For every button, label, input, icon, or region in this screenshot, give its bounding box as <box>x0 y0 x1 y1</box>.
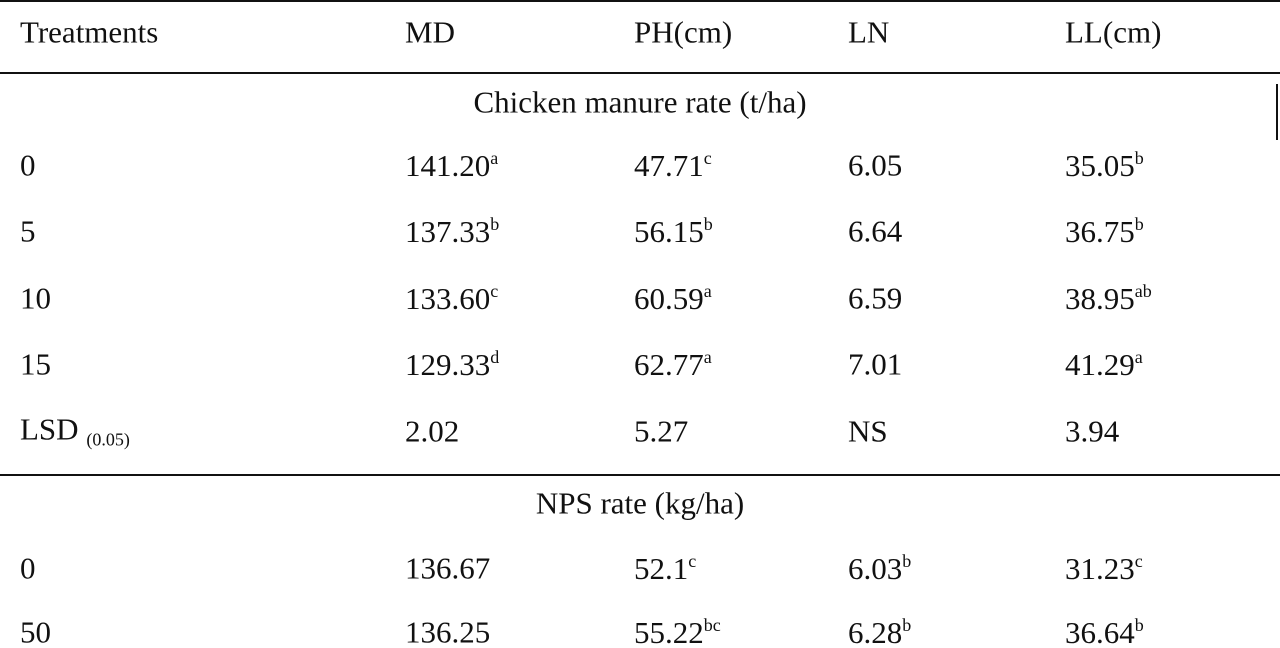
cell-text: 129.33 <box>405 347 491 382</box>
section-rule <box>0 474 1280 476</box>
cell-text: 31.23 <box>1065 551 1135 586</box>
table-cell: 50 <box>20 614 51 648</box>
table-cell: 56.15b <box>634 215 713 247</box>
table-cell: 5 <box>20 213 36 249</box>
edge-line <box>1276 84 1278 140</box>
table-cell: 52.1c <box>634 552 696 584</box>
cell-text: 35.05 <box>1065 148 1135 183</box>
cell-text: 141.20 <box>405 148 491 183</box>
superscript: d <box>490 347 500 367</box>
superscript: b <box>902 615 912 635</box>
subscript: (0.05) <box>86 429 130 450</box>
cell-text: 137.33 <box>405 214 491 249</box>
table-cell: 15 <box>20 346 51 382</box>
table-cell: 6.05 <box>848 147 903 183</box>
table-cell: 35.05b <box>1065 149 1144 181</box>
top-rule <box>0 0 1280 2</box>
table-cell: 6.59 <box>848 280 903 316</box>
table-cell: 141.20a <box>405 149 498 181</box>
superscript: a <box>490 148 499 168</box>
table-cell: 41.29a <box>1065 348 1143 380</box>
table-cell: 10 <box>20 280 51 316</box>
superscript: bc <box>703 615 721 635</box>
cell-text: 133.60 <box>405 281 491 316</box>
column-header: LL(cm) <box>1065 14 1162 50</box>
section-title: NPS rate (kg/ha) <box>535 485 745 521</box>
cell-text: 60.59 <box>634 281 704 316</box>
cell-text: 62.77 <box>634 347 704 382</box>
table-cell: 133.60c <box>405 282 498 314</box>
table-cell: 3.94 <box>1065 413 1120 449</box>
header-rule <box>0 72 1280 74</box>
table-cell: 31.23c <box>1065 552 1143 584</box>
cell-text: 36.64 <box>1065 615 1135 648</box>
table-cell: 136.67 <box>405 550 491 586</box>
table-cell: 6.03b <box>848 552 911 584</box>
table-cell: 36.75b <box>1065 215 1144 247</box>
table-cell: LSD (0.05) <box>20 414 130 449</box>
cell-text: 52.1 <box>634 551 689 586</box>
cell-text: 6.28 <box>848 615 903 648</box>
table-cell: 129.33d <box>405 348 499 380</box>
superscript: b <box>1134 615 1144 635</box>
cell-text: 38.95 <box>1065 281 1135 316</box>
table-cell: NS <box>848 413 888 449</box>
column-header: PH(cm) <box>634 14 733 50</box>
table-cell: 136.25 <box>405 614 491 648</box>
table-cell: 5.27 <box>634 413 689 449</box>
cell-text: 41.29 <box>1065 347 1135 382</box>
superscript: c <box>688 551 697 571</box>
cell-text: 36.75 <box>1065 214 1135 249</box>
table-cell: 62.77a <box>634 348 712 380</box>
superscript: c <box>703 148 712 168</box>
table-cell: 60.59a <box>634 282 712 314</box>
table-cell: 55.22bc <box>634 616 721 648</box>
superscript: b <box>703 214 713 234</box>
column-header: LN <box>848 14 890 50</box>
table-cell: 137.33b <box>405 215 499 247</box>
table-cell: 7.01 <box>848 346 903 382</box>
superscript: ab <box>1134 281 1152 301</box>
superscript: a <box>1134 347 1143 367</box>
superscript: b <box>490 214 500 234</box>
cell-text: 56.15 <box>634 214 704 249</box>
cell-text: 6.03 <box>848 551 903 586</box>
table-cell: 6.28b <box>848 616 911 648</box>
table-cell: 0 <box>20 147 36 183</box>
cell-text: 55.22 <box>634 615 704 648</box>
table-cell: 6.64 <box>848 213 903 249</box>
cell-text: LSD <box>20 411 79 447</box>
superscript: b <box>1134 148 1144 168</box>
superscript: a <box>703 281 712 301</box>
cell-text: 47.71 <box>634 148 704 183</box>
table-cell: 0 <box>20 550 36 586</box>
table-cell: 2.02 <box>405 413 460 449</box>
section-title: Chicken manure rate (t/ha) <box>473 84 807 120</box>
table-cell: 38.95ab <box>1065 282 1152 314</box>
superscript: a <box>703 347 712 367</box>
column-header: Treatments <box>20 14 159 50</box>
superscript: c <box>1134 551 1143 571</box>
table-cell: 36.64b <box>1065 616 1144 648</box>
column-header: MD <box>405 14 455 50</box>
superscript: b <box>902 551 912 571</box>
superscript: b <box>1134 214 1144 234</box>
table-cell: 47.71c <box>634 149 712 181</box>
superscript: c <box>490 281 499 301</box>
